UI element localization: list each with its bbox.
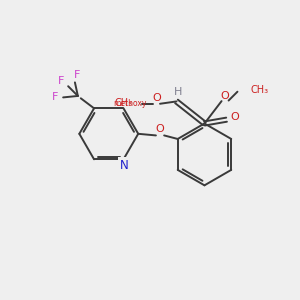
Text: CH₃: CH₃ (115, 98, 133, 108)
Text: O: O (156, 124, 164, 134)
Text: F: F (74, 70, 80, 80)
Text: O: O (230, 112, 239, 122)
Text: O: O (152, 94, 161, 103)
Text: methoxy: methoxy (113, 99, 146, 108)
Text: H: H (174, 87, 182, 97)
Text: CH₃: CH₃ (251, 85, 269, 94)
Text: F: F (52, 92, 59, 102)
Text: O: O (221, 91, 230, 101)
Text: N: N (120, 159, 128, 172)
Text: F: F (58, 76, 64, 86)
